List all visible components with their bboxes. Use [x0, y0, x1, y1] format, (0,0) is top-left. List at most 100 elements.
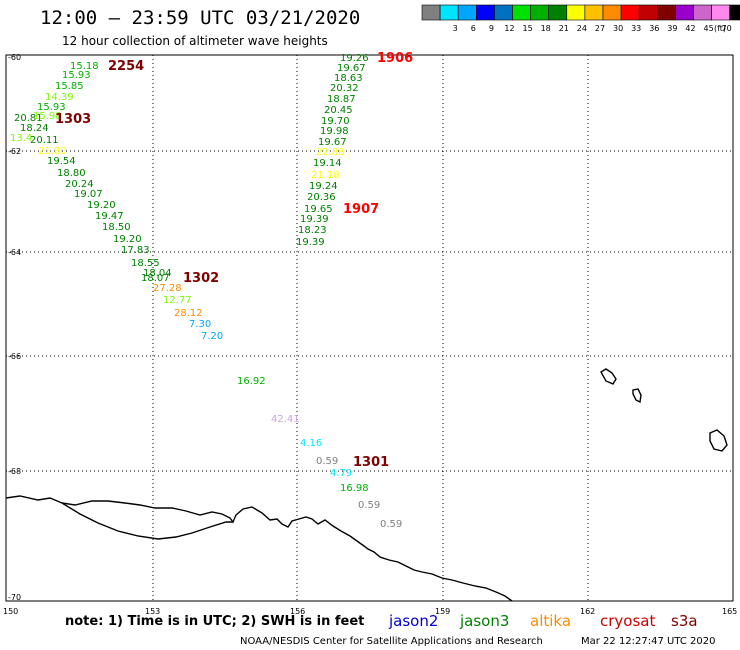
wave-height-label: 19.39	[300, 214, 329, 225]
wave-height-label: 0.59	[358, 500, 380, 511]
wave-height-label: 27.28	[153, 283, 182, 294]
wave-height-label: 15.18	[70, 61, 99, 72]
wave-height-label: 18.24	[20, 123, 49, 134]
legend-swatch	[530, 4, 549, 21]
wave-height-label: 19.54	[47, 156, 76, 167]
wave-height-label: 42.41	[271, 414, 300, 425]
wave-height-label: 28.12	[174, 308, 203, 319]
wave-height-label: 15.85	[55, 81, 84, 92]
legend-swatch	[475, 4, 495, 21]
wave-height-label: 19.39	[296, 237, 325, 248]
legend-swatch	[656, 4, 676, 21]
legend-bin-label: 6	[471, 24, 476, 33]
legend-swatch	[602, 4, 622, 21]
x-tick-label: 150	[3, 607, 18, 616]
wave-height-label: 18.04	[143, 268, 172, 279]
y-tick-label: -64	[8, 248, 21, 257]
pass-time-label: 1906	[377, 51, 413, 66]
wave-height-label: 7.30	[189, 319, 211, 330]
wave-height-label: 20.24	[65, 179, 94, 190]
wave-height-label: 12.77	[163, 295, 192, 306]
credit-line: NOAA/NESDIS Center for Satellite Applica…	[240, 636, 543, 647]
y-tick-label: -60	[8, 53, 21, 62]
wave-height-label: 20.36	[307, 192, 336, 203]
island-outline	[600, 368, 617, 385]
satellite-jason3: jason3	[459, 612, 509, 630]
x-tick-label: 153	[145, 607, 160, 616]
wave-height-label: 14.39	[45, 92, 74, 103]
pass-time-label: 1302	[183, 271, 219, 286]
legend-bin-label: 21	[559, 24, 569, 33]
wave-height-label: 19.26	[340, 53, 369, 64]
wave-height-label: 17.83	[121, 245, 150, 256]
legend-swatch	[693, 4, 712, 21]
x-tick-label: 162	[580, 607, 595, 616]
legend-bin-label: 36	[649, 24, 659, 33]
wave-height-label: 21.80	[38, 146, 67, 157]
y-tick-label: -70	[8, 593, 21, 602]
wave-height-label: 18.23	[298, 225, 327, 236]
map-title: 12:00 — 23:59 UTC 03/21/2020	[40, 7, 360, 29]
legend-bin-label: 15	[523, 24, 533, 33]
wave-height-color-legend: 3 6 9 12 15 18 21 24 27 30 33 36 39 42 45 70	[421, 4, 740, 33]
wave-height-label: 20.11	[30, 135, 59, 146]
coastal-inlet	[61, 502, 233, 540]
wave-height-label: 19.14	[313, 158, 342, 169]
map-subtitle: 12 hour collection of altimeter wave hei…	[62, 34, 328, 48]
legend-swatch	[584, 4, 604, 21]
satellite-altika: altika	[530, 612, 571, 630]
wave-height-label: 15.98	[33, 111, 62, 122]
island-outline	[632, 388, 642, 404]
wave-height-label: 18.63	[334, 73, 363, 84]
wave-height-label: 21.18	[311, 170, 340, 181]
legend-swatch	[711, 4, 730, 21]
generated-timestamp: Mar 22 12:27:47 UTC 2020	[581, 636, 716, 647]
wave-height-label: 19.24	[309, 181, 338, 192]
wave-height-label: 15.93	[37, 102, 66, 113]
wave-height-label: 20.81	[14, 113, 43, 124]
legend-bin-label: 45	[704, 24, 714, 33]
legend-swatch	[421, 4, 441, 21]
legend-bin-label: 27	[595, 24, 605, 33]
antarctic-coastline	[5, 495, 513, 602]
wave-height-label: 16.92	[237, 376, 266, 387]
wave-height-label: 4.16	[300, 438, 322, 449]
wave-height-label: 19.98	[320, 126, 349, 137]
pass-time-labels: 2254 1303 1302 1301 1906 1907	[55, 51, 413, 470]
wave-height-observations: 15.1815.9315.8514.3915.9320.8115.9818.24…	[10, 53, 402, 530]
wave-height-label: 0.59	[316, 456, 338, 467]
wave-height-label: 19.20	[113, 234, 142, 245]
coastline	[5, 368, 728, 602]
pass-time-label: 1303	[55, 112, 91, 127]
legend-bin-label: 24	[577, 24, 587, 33]
satellite-jason2: jason2	[388, 612, 438, 630]
wave-height-label: 16.98	[340, 483, 369, 494]
pass-time-label: 1907	[343, 202, 379, 217]
wave-height-label: 18.07	[141, 273, 170, 284]
wave-height-label: 15.93	[62, 70, 91, 81]
legend-swatch	[638, 4, 658, 21]
wave-height-label: 19.20	[87, 200, 116, 211]
legend-bin-label: 12	[504, 24, 514, 33]
wave-height-label: 19.47	[95, 211, 124, 222]
longitude-tick-labels: 150 153 156 159 162 165	[3, 607, 737, 616]
legend-swatch	[566, 4, 586, 21]
wave-height-label: 18.87	[327, 94, 356, 105]
wave-height-label: 18.50	[102, 222, 131, 233]
legend-bin-label: 39	[667, 24, 677, 33]
footer-note: note: 1) Time is in UTC; 2) SWH is in fe…	[65, 614, 364, 629]
satellite-s3a: s3a	[671, 612, 698, 630]
legend-swatch	[675, 4, 694, 21]
satellite-cryosat: cryosat	[600, 612, 655, 630]
y-tick-label: -68	[8, 467, 21, 476]
wave-height-label: 22.88	[316, 147, 345, 158]
wave-height-label: 20.45	[324, 105, 353, 116]
wave-height-label: 4.79	[330, 468, 352, 479]
wave-height-label: 19.70	[321, 116, 350, 127]
wave-height-label: 0.59	[380, 519, 402, 530]
y-tick-label: -66	[8, 352, 21, 361]
wave-height-label: 19.67	[318, 137, 347, 148]
legend-swatch	[729, 4, 740, 21]
legend-bin-label: 3	[453, 24, 458, 33]
